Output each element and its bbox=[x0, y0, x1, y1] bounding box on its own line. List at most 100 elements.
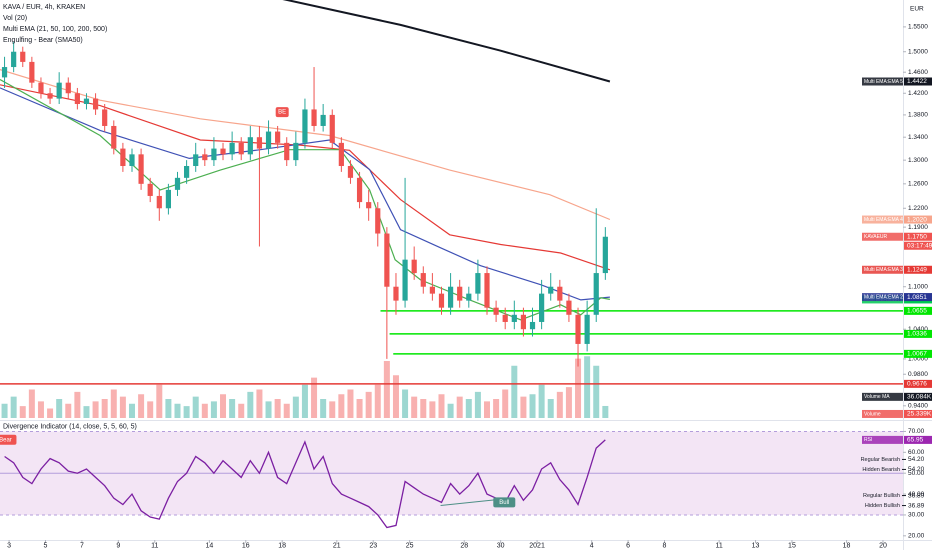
volume-bar bbox=[56, 399, 63, 418]
ema-line bbox=[282, 0, 611, 83]
signal-label: Bull bbox=[499, 500, 509, 506]
rsi-tick-label: 70.00 bbox=[908, 428, 925, 435]
badge-value-bg bbox=[904, 293, 932, 302]
badge-name-bg bbox=[862, 293, 903, 302]
x-tick-label: 16 bbox=[242, 542, 250, 549]
badge-name: Multi EMA:EMA 2 bbox=[864, 294, 903, 300]
candle-body bbox=[447, 286, 454, 308]
badge-name-bg bbox=[862, 435, 903, 444]
signal-marker bbox=[493, 497, 516, 508]
candle-body bbox=[593, 273, 599, 315]
candle-body bbox=[247, 137, 253, 155]
x-tick-label: 14 bbox=[205, 542, 213, 549]
badge-name: Volume bbox=[864, 411, 881, 417]
volume-bar bbox=[74, 391, 81, 418]
y-tick-label: 1.2200 bbox=[908, 205, 928, 212]
badge-value: 1.1249 bbox=[907, 266, 927, 273]
candle-body bbox=[302, 109, 308, 143]
volume-bar bbox=[1, 403, 8, 418]
candle-body bbox=[284, 142, 290, 161]
x-tick-label: 21 bbox=[333, 542, 341, 549]
volume-bar bbox=[456, 396, 463, 418]
volume-bar bbox=[383, 361, 390, 418]
rsi-tick-label: 60.00 bbox=[908, 449, 925, 456]
price-scale: EUR 1.5500 1.5000 1.4600 1.4200 1.3800 1.3400 1… bbox=[861, 6, 932, 540]
x-tick-label: 4 bbox=[590, 542, 594, 549]
level-label: 1.0336 bbox=[907, 331, 927, 338]
candle-body bbox=[429, 286, 435, 294]
candle-body bbox=[529, 321, 536, 330]
candle-body bbox=[229, 142, 235, 155]
candle-body bbox=[548, 286, 554, 294]
candle-body bbox=[156, 195, 162, 209]
volume-bar bbox=[320, 399, 327, 418]
candle-body bbox=[293, 142, 299, 161]
candle-body bbox=[320, 114, 326, 126]
volume-bar bbox=[128, 403, 135, 418]
divergence-line bbox=[440, 498, 501, 507]
badge-value: 1.4422 bbox=[907, 78, 927, 85]
volume-bar bbox=[265, 401, 272, 418]
y-tick-label: 1.5500 bbox=[908, 24, 928, 31]
ema-line bbox=[0, 69, 611, 221]
candle-body bbox=[83, 98, 90, 105]
candle-body bbox=[65, 82, 71, 94]
divergence-value: 54.20 bbox=[908, 466, 925, 473]
currency-label: EUR bbox=[910, 6, 924, 13]
volume-bar bbox=[538, 384, 545, 418]
candle-body bbox=[1, 67, 8, 78]
badge-name-bg bbox=[862, 392, 903, 401]
candle-body bbox=[211, 148, 217, 161]
badge-value-bg bbox=[904, 435, 932, 444]
legend-text: KAVA / EUR, 4h, KRAKEN bbox=[3, 4, 85, 11]
volume-bar bbox=[584, 356, 591, 418]
x-tick-label: 2021 bbox=[529, 542, 545, 549]
badge-name-bg bbox=[862, 265, 903, 274]
candle-body bbox=[38, 82, 44, 94]
volume-bar bbox=[329, 401, 336, 418]
badge-value-bg bbox=[904, 232, 932, 241]
y-tick-label: 1.3800 bbox=[908, 112, 928, 119]
candle-body bbox=[102, 109, 108, 126]
candle-body bbox=[520, 314, 527, 330]
volume-bar bbox=[411, 396, 418, 418]
badge-name: Multi EMA:EMA 5 bbox=[864, 79, 903, 85]
ema-line bbox=[0, 87, 610, 301]
candle-body bbox=[557, 286, 563, 301]
volume-bar bbox=[10, 396, 17, 418]
volume-bar bbox=[156, 384, 163, 418]
volume-bar bbox=[465, 399, 472, 418]
volume-bar bbox=[292, 396, 299, 418]
y-tick-label: 1.2600 bbox=[908, 181, 928, 188]
candle-body bbox=[366, 202, 372, 209]
x-tick-label: 28 bbox=[460, 542, 468, 549]
badge-name: Multi EMA:EMA 4 bbox=[864, 217, 903, 223]
volume-bar bbox=[347, 389, 354, 418]
candle-body bbox=[29, 61, 35, 83]
x-tick-label: 6 bbox=[626, 542, 630, 549]
volume-bar bbox=[183, 406, 190, 418]
candle-body bbox=[411, 259, 417, 274]
badge-name-bg bbox=[862, 232, 903, 241]
volume-bar bbox=[192, 396, 199, 418]
x-tick-label: 13 bbox=[752, 542, 760, 549]
divergence-name: Hidden Bearish bbox=[862, 467, 900, 473]
x-tick-label: 11 bbox=[151, 542, 158, 549]
divergence-name: Regular Bearish bbox=[861, 457, 900, 463]
divergence-value: 36.89 bbox=[908, 492, 925, 499]
candle-body bbox=[511, 314, 517, 322]
volume-bar bbox=[438, 394, 445, 418]
volume-bar bbox=[365, 391, 372, 418]
x-tick-label: 25 bbox=[406, 542, 414, 549]
rsi-title: Divergence Indicator (14, close, 5, 5, 6… bbox=[3, 423, 137, 430]
badge-name: KAVAEUR bbox=[864, 234, 888, 240]
volume-bar bbox=[420, 399, 427, 418]
volume-bar bbox=[484, 401, 491, 418]
volume-bar bbox=[283, 403, 290, 418]
badge-value-bg bbox=[904, 392, 932, 401]
volume-bar bbox=[28, 389, 35, 418]
y-tick-label: 1.1900 bbox=[908, 224, 928, 231]
badge-name: Multi EMA:EMA 3 bbox=[864, 267, 903, 273]
level-badge bbox=[904, 349, 932, 358]
